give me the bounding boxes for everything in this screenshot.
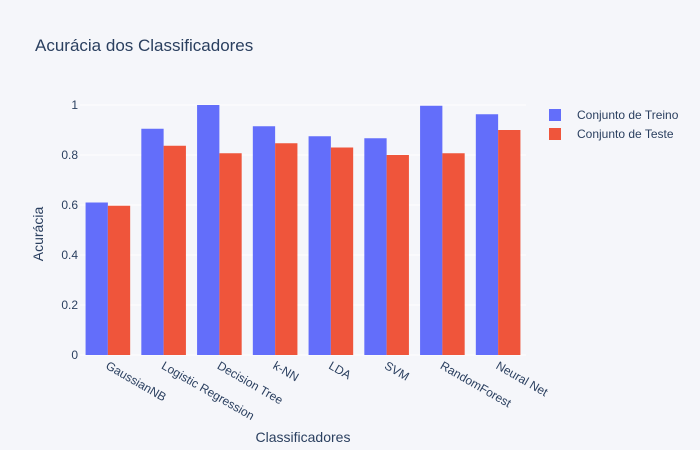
bars: [85, 105, 521, 356]
chart-title: Acurácia dos Classificadores: [35, 36, 253, 55]
bar-treino[interactable]: [420, 105, 443, 355]
bar-teste[interactable]: [163, 145, 186, 355]
legend-label: Conjunto de Teste: [577, 127, 674, 141]
legend-item[interactable]: Conjunto de Treino: [549, 108, 679, 122]
bar-teste[interactable]: [330, 147, 354, 356]
x-tick-label: GaussianNB: [103, 358, 168, 404]
bar-teste[interactable]: [386, 155, 409, 355]
bar-treino[interactable]: [85, 202, 108, 356]
bar-treino[interactable]: [197, 105, 220, 355]
legend[interactable]: Conjunto de Treino Conjunto de Teste: [549, 108, 679, 141]
bar-teste[interactable]: [442, 153, 465, 355]
bar-teste[interactable]: [219, 153, 242, 355]
y-tick-labels: 0 0.2 0.4 0.6 0.8 1: [61, 98, 78, 362]
y-tick-label: 1: [71, 98, 78, 112]
legend-item[interactable]: Conjunto de Teste: [549, 127, 674, 141]
x-tick-label: k-NN: [271, 358, 302, 384]
y-axis-title: Acurácia: [30, 207, 46, 262]
x-tick-label: LDA: [326, 358, 353, 382]
bar-treino[interactable]: [475, 114, 499, 355]
x-axis-title: Classificadores: [256, 429, 351, 445]
bar-treino[interactable]: [364, 138, 387, 355]
bar-treino[interactable]: [141, 128, 164, 355]
bar-teste[interactable]: [107, 205, 131, 355]
bar-teste[interactable]: [498, 130, 521, 355]
bar-teste[interactable]: [275, 143, 298, 355]
legend-swatch: [549, 128, 561, 140]
y-tick-label: 0.8: [61, 148, 78, 162]
x-tick-label: SVM: [382, 358, 412, 383]
bar-treino[interactable]: [308, 136, 331, 355]
x-tick-label: Logistic Regression: [159, 358, 257, 422]
legend-label: Conjunto de Treino: [577, 108, 679, 122]
y-tick-label: 0.4: [61, 248, 78, 262]
y-tick-label: 0.6: [61, 198, 78, 212]
bar-treino[interactable]: [252, 126, 276, 355]
y-tick-label: 0.2: [61, 298, 78, 312]
y-tick-label: 0: [71, 348, 78, 362]
legend-swatch: [549, 109, 561, 121]
